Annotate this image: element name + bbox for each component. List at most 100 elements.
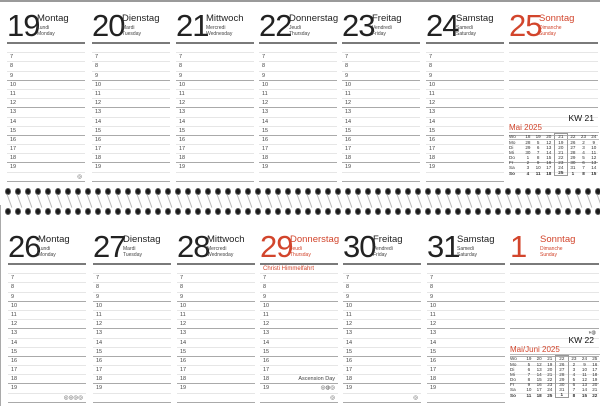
hour-row[interactable]: 17 <box>260 366 338 376</box>
day-cell[interactable]: 2 <box>526 160 530 166</box>
day-cell[interactable]: 20 <box>554 145 568 151</box>
hour-row[interactable]: 12 <box>259 99 337 109</box>
day-cell[interactable]: 15 <box>581 392 588 398</box>
hour-row[interactable]: 12 <box>92 99 170 109</box>
hour-row[interactable]: 9 <box>92 72 170 81</box>
hour-row[interactable]: 19 <box>7 163 85 173</box>
hour-row[interactable]: 7 <box>176 53 254 63</box>
hour-row[interactable] <box>510 339 599 348</box>
day-cell[interactable]: 6 <box>572 382 576 388</box>
hour-row[interactable]: 10 <box>260 302 338 311</box>
day-cell[interactable]: Di <box>509 145 514 151</box>
day-cell[interactable]: 14 <box>591 165 597 171</box>
hour-row[interactable]: 15 <box>93 348 171 357</box>
hour-row[interactable]: 11 <box>260 311 338 321</box>
day-cell[interactable]: 7 <box>527 372 531 378</box>
day-cell[interactable]: 6 <box>536 145 540 151</box>
day-cell[interactable]: 22 <box>554 155 568 161</box>
day-cell[interactable]: 30 <box>570 160 576 166</box>
day-cell[interactable]: 14 <box>546 150 552 156</box>
hour-row[interactable] <box>510 283 599 293</box>
hour-row[interactable]: 16 <box>260 357 338 367</box>
day-cell[interactable]: 4 <box>526 170 530 176</box>
hour-row[interactable]: 18 <box>8 375 86 385</box>
hour-row[interactable]: ◑◍ <box>510 329 599 339</box>
hour-row[interactable]: 17 <box>259 145 337 155</box>
hour-row[interactable]: 19 <box>342 163 420 173</box>
hour-row[interactable] <box>509 62 598 72</box>
hour-row[interactable]: 11 <box>8 311 86 321</box>
hour-row[interactable]: 16 <box>8 357 86 367</box>
day-cell[interactable]: 2 <box>572 362 576 367</box>
hour-row[interactable] <box>510 375 599 385</box>
hour-row[interactable]: 13 <box>8 329 86 339</box>
day-cell[interactable]: 3 <box>572 367 576 373</box>
day-cell[interactable]: Mi <box>509 150 514 156</box>
hour-row[interactable]: 11 <box>427 311 505 321</box>
hour-row[interactable]: 8 <box>176 62 254 72</box>
day-cell[interactable]: 10 <box>581 367 588 373</box>
hour-row[interactable]: 10 <box>343 302 421 311</box>
hour-row[interactable]: 12 <box>177 320 255 330</box>
day-cell[interactable]: 18 <box>546 170 552 176</box>
hour-row[interactable] <box>510 320 599 330</box>
hour-row[interactable]: 14 <box>259 118 337 127</box>
day-cell[interactable]: 8 <box>572 392 576 398</box>
hour-row[interactable]: 15 <box>7 127 85 136</box>
hour-row[interactable] <box>509 72 598 81</box>
day-cell[interactable]: 1 <box>571 170 575 176</box>
hour-row[interactable]: 12 <box>342 99 420 109</box>
hour-row[interactable]: 15 <box>259 127 337 136</box>
day-cell[interactable]: Fr <box>509 160 514 166</box>
day-cell[interactable]: 8 <box>527 377 531 383</box>
day-cell[interactable]: 15 <box>591 170 597 176</box>
hour-row[interactable]: 15 <box>176 127 254 136</box>
day-cell[interactable]: 10 <box>526 387 532 393</box>
hour-row[interactable]: 17 <box>426 145 504 155</box>
day-cell[interactable]: 12 <box>581 377 588 383</box>
hour-row[interactable]: 9 <box>177 293 255 302</box>
hour-row[interactable]: 14 <box>427 339 505 348</box>
day-cell[interactable]: Sa <box>510 387 516 393</box>
day-cell[interactable]: 25 <box>554 170 568 177</box>
day-cell[interactable]: 15 <box>546 155 552 161</box>
day-cell[interactable]: 7 <box>582 165 585 171</box>
day-cell[interactable]: 23 <box>554 160 568 166</box>
day-cell[interactable]: 20 <box>592 382 598 388</box>
hour-row[interactable]: 18 <box>259 154 337 164</box>
hour-row[interactable]: 18 <box>343 375 421 385</box>
hour-row[interactable]: 16 <box>93 357 171 367</box>
hour-row[interactable]: 16 <box>426 136 504 146</box>
hour-row[interactable]: 7 <box>427 274 505 284</box>
hour-row[interactable]: 13 <box>427 329 505 339</box>
hour-row[interactable]: 17 <box>176 145 254 155</box>
hour-row[interactable]: 14 <box>426 118 504 127</box>
day-cell[interactable]: 8 <box>582 170 585 176</box>
hour-row[interactable]: 13 <box>426 108 504 118</box>
hour-row[interactable]: 17 <box>92 145 170 155</box>
hour-row[interactable]: 10 <box>342 81 420 90</box>
day-cell[interactable]: 27 <box>555 367 569 373</box>
hour-row[interactable]: 13 <box>93 329 171 339</box>
hour-row[interactable]: 14 <box>176 118 254 127</box>
hour-row[interactable]: 10 <box>177 302 255 311</box>
hour-row[interactable]: 7 <box>177 274 255 284</box>
hour-row[interactable]: 11 <box>92 90 170 100</box>
hour-row[interactable] <box>509 163 598 173</box>
day-cell[interactable]: 28 <box>525 140 531 145</box>
day-cell[interactable]: 11 <box>526 392 532 398</box>
hour-row[interactable]: 13 <box>7 108 85 118</box>
day-cell[interactable]: 6 <box>527 367 531 373</box>
hour-row[interactable]: 12 <box>7 99 85 109</box>
hour-row[interactable]: 18 <box>427 375 505 385</box>
day-cell[interactable]: 3 <box>526 165 530 171</box>
hour-row[interactable]: 9 <box>343 293 421 302</box>
hour-row[interactable]: 15 <box>427 348 505 357</box>
day-cell[interactable]: 6 <box>582 160 585 166</box>
hour-row[interactable]: 12 <box>260 320 338 330</box>
hour-row[interactable] <box>510 293 599 302</box>
day-cell[interactable]: 9 <box>583 362 586 367</box>
day-cell[interactable]: 5 <box>527 362 531 367</box>
hour-row[interactable] <box>509 108 598 118</box>
hour-row[interactable]: 8 <box>93 283 171 293</box>
